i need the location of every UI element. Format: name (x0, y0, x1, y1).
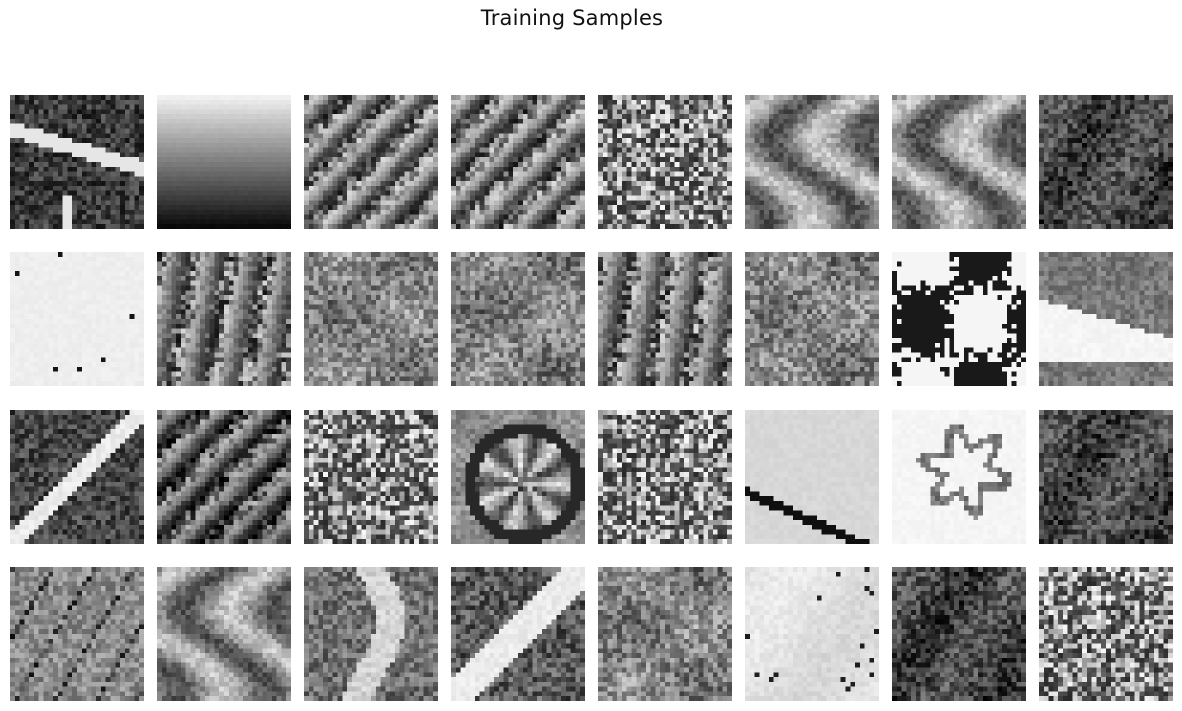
figure-title: Training Samples (480, 6, 664, 30)
sample-image (745, 95, 879, 229)
sample-image (1039, 95, 1173, 229)
sample-image (892, 252, 1026, 386)
sample-image (451, 567, 585, 701)
training-sample-15 (892, 252, 1026, 386)
sample-image (157, 95, 291, 229)
sample-image (451, 410, 585, 544)
sample-image (598, 410, 732, 544)
sample-image (892, 410, 1026, 544)
sample-image (892, 567, 1026, 701)
training-sample-28 (451, 567, 585, 701)
training-sample-10 (157, 252, 291, 386)
training-sample-7 (892, 95, 1026, 229)
training-sample-30 (745, 567, 879, 701)
sample-image (10, 410, 144, 544)
sample-image (157, 567, 291, 701)
training-sample-13 (598, 252, 732, 386)
sample-image (304, 410, 438, 544)
sample-image (1039, 567, 1173, 701)
sample-image (745, 252, 879, 386)
training-sample-25 (10, 567, 144, 701)
sample-image (304, 252, 438, 386)
training-sample-20 (451, 410, 585, 544)
training-sample-16 (1039, 252, 1173, 386)
sample-image (1039, 410, 1173, 544)
sample-image (1039, 252, 1173, 386)
sample-image (745, 410, 879, 544)
sample-grid (10, 95, 1174, 701)
training-sample-6 (745, 95, 879, 229)
training-sample-2 (157, 95, 291, 229)
training-sample-24 (1039, 410, 1173, 544)
training-sample-17 (10, 410, 144, 544)
sample-image (598, 95, 732, 229)
training-sample-1 (10, 95, 144, 229)
training-sample-18 (157, 410, 291, 544)
sample-image (10, 95, 144, 229)
sample-image (157, 410, 291, 544)
training-sample-12 (451, 252, 585, 386)
training-sample-23 (892, 410, 1026, 544)
training-sample-27 (304, 567, 438, 701)
training-sample-26 (157, 567, 291, 701)
training-sample-32 (1039, 567, 1173, 701)
training-sample-31 (892, 567, 1026, 701)
training-sample-29 (598, 567, 732, 701)
training-sample-19 (304, 410, 438, 544)
sample-image (10, 252, 144, 386)
training-sample-14 (745, 252, 879, 386)
training-sample-3 (304, 95, 438, 229)
sample-image (892, 95, 1026, 229)
training-sample-5 (598, 95, 732, 229)
sample-image (10, 567, 144, 701)
training-sample-21 (598, 410, 732, 544)
sample-image (157, 252, 291, 386)
sample-image (451, 95, 585, 229)
sample-image (304, 567, 438, 701)
training-sample-4 (451, 95, 585, 229)
training-sample-22 (745, 410, 879, 544)
training-sample-11 (304, 252, 438, 386)
sample-image (745, 567, 879, 701)
sample-image (598, 252, 732, 386)
sample-image (598, 567, 732, 701)
sample-image (451, 252, 585, 386)
sample-image (304, 95, 438, 229)
training-sample-9 (10, 252, 144, 386)
training-sample-8 (1039, 95, 1173, 229)
